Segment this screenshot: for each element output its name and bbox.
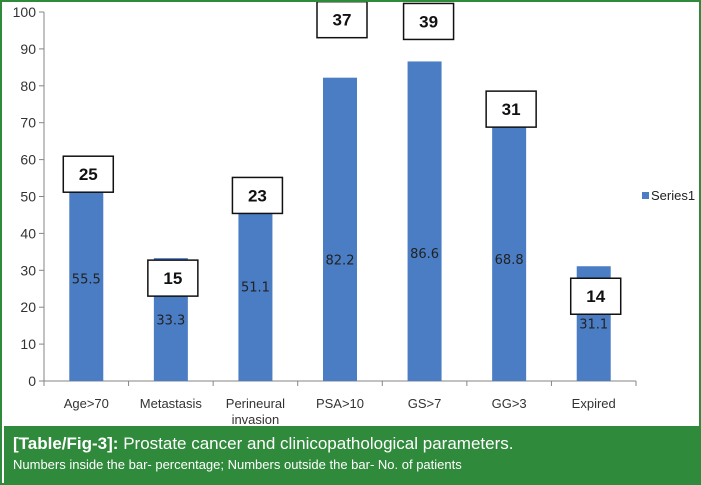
caption-note: Numbers inside the bar- percentage; Numb…: [13, 457, 462, 472]
legend-swatch: [642, 192, 649, 199]
bar: [69, 176, 104, 381]
bar-data-label: 33.3: [156, 314, 185, 329]
y-tick-label: 60: [20, 152, 36, 168]
patient-count-label: 14: [586, 287, 605, 306]
x-tick-label: GG>3: [492, 396, 527, 411]
patient-count-label: 25: [79, 165, 98, 184]
y-tick-label: 40: [20, 225, 36, 241]
bar-data-label: 51.1: [241, 281, 270, 296]
patient-count-label: 37: [333, 11, 352, 30]
bar-data-label: 68.8: [495, 253, 524, 268]
y-tick-label: 100: [13, 4, 37, 20]
y-tick-label: 20: [20, 299, 36, 315]
patient-count-label: 15: [163, 269, 182, 288]
bar: [323, 77, 357, 381]
bar-data-label: 55.5: [72, 273, 101, 288]
bar: [238, 192, 273, 381]
bar: [407, 61, 442, 382]
x-tick-label: Expired: [572, 396, 616, 411]
x-tick-label: invasion: [232, 412, 280, 424]
patient-count-box: [316, 2, 368, 39]
patient-count-box: [62, 155, 115, 193]
x-tick-label: PSA>10: [316, 396, 364, 411]
bar-chart: 0 10 20 30 40 50 60 70 80 90 100 55.5 25 Age>70 33.3 15…: [13, 2, 695, 424]
x-tick-label: Metastasis: [140, 396, 203, 411]
caption-title: Prostate cancer and clinicopathological …: [123, 434, 514, 453]
x-tick-label: GS>7: [408, 396, 442, 411]
caption-title-line: [Table/Fig-3]: Prostate cancer and clini…: [13, 433, 701, 455]
x-tick-label: Age>70: [64, 396, 109, 411]
patient-count-box: [402, 2, 455, 41]
y-tick-label: 90: [20, 41, 36, 57]
figure-caption: [Table/Fig-3]: Prostate cancer and clini…: [4, 426, 701, 485]
bar-data-label: 86.6: [410, 247, 439, 262]
bar-data-label: 31.1: [579, 318, 608, 333]
y-tick-label: 70: [20, 115, 36, 131]
y-tick-label: 10: [20, 336, 36, 352]
caption-tag: [Table/Fig-3]:: [13, 434, 119, 453]
patient-count-box: [147, 259, 199, 297]
bar: [492, 127, 527, 382]
patient-count-label: 31: [502, 100, 521, 119]
patient-count-box: [569, 277, 622, 315]
bar-data-label: 82.2: [326, 254, 355, 269]
patient-count-label: 23: [248, 186, 267, 205]
x-tick-label: Perineural: [226, 396, 285, 411]
y-tick-label: 50: [20, 189, 36, 205]
patient-count-box: [231, 176, 284, 215]
patient-count-label: 39: [419, 12, 438, 31]
y-tick-label: 0: [28, 373, 36, 389]
legend-label: Series1: [651, 188, 695, 203]
y-tick-label: 80: [20, 78, 36, 94]
patient-count-box: [485, 90, 537, 128]
y-tick-label: 30: [20, 262, 36, 278]
